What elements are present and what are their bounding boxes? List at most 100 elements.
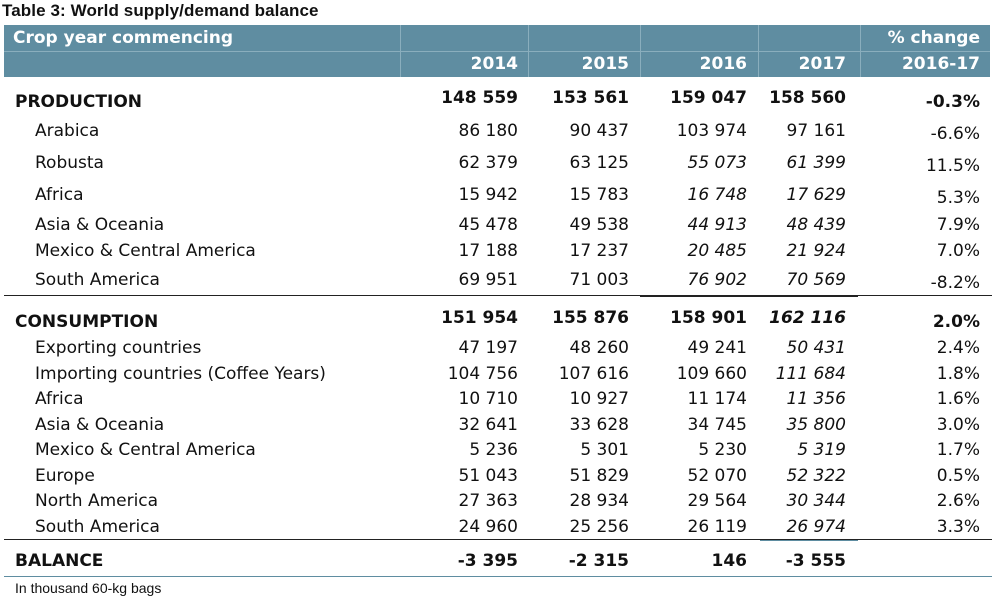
cell-pct: 1.7% <box>936 440 980 460</box>
cell-pct: 2.4% <box>936 338 980 358</box>
cell-2016: 76 902 <box>687 270 747 290</box>
section-label-production: PRODUCTION <box>15 92 142 112</box>
cell-2017: 11 356 <box>786 389 846 409</box>
cell-2016: 52 070 <box>687 466 747 486</box>
cell-2016: 34 745 <box>687 415 747 435</box>
row-label: North America <box>35 491 159 511</box>
cell-2015: 25 256 <box>569 517 629 537</box>
row-label: Arabica <box>35 121 100 141</box>
cell-2016: 55 073 <box>687 153 747 173</box>
cell-2016: 109 660 <box>676 364 747 384</box>
header-year-2017: 2017 <box>798 54 846 74</box>
cell-pct: 7.0% <box>936 241 980 261</box>
cell-2017: 48 439 <box>786 215 846 235</box>
cell-2014: 17 188 <box>458 241 518 261</box>
cell-pct: 1.6% <box>936 389 980 409</box>
consumption-pct: 2.0% <box>932 312 980 332</box>
cell-2014: 47 197 <box>458 338 518 358</box>
header-year-2015: 2015 <box>581 54 629 74</box>
cell-2014: 15 942 <box>458 185 518 205</box>
cell-pct: 2.6% <box>936 491 980 511</box>
row-label: South America <box>35 270 160 290</box>
cell-2017: 17 629 <box>786 185 846 205</box>
cell-pct: 5.3% <box>936 188 980 208</box>
cell-2017: 97 161 <box>786 121 846 141</box>
consumption-2015: 155 876 <box>552 308 629 328</box>
cell-2015: 48 260 <box>569 338 629 358</box>
header-pct-period: 2016-17 <box>901 54 980 74</box>
cell-2015: 49 538 <box>569 215 629 235</box>
row-label: Asia & Oceania <box>35 415 165 435</box>
cell-2016: 20 485 <box>687 241 747 261</box>
header-crop-year-label: Crop year commencing <box>13 28 234 48</box>
production-2016: 159 047 <box>670 88 747 108</box>
cell-2015: 107 616 <box>558 364 629 384</box>
row-label: Robusta <box>35 153 104 173</box>
table-bottom-rule <box>4 576 992 577</box>
section-divider <box>4 539 992 540</box>
cell-2014: 62 379 <box>458 153 518 173</box>
cell-2016: 44 913 <box>687 215 747 235</box>
cell-2014: 32 641 <box>458 415 518 435</box>
header-pct-change: % change <box>887 28 980 48</box>
cell-pct: 0.5% <box>936 466 980 486</box>
row-label: Europe <box>35 466 95 486</box>
row-label: Exporting countries <box>35 338 202 358</box>
row-label: Mexico & Central America <box>35 440 256 460</box>
consumption-2017: 162 116 <box>769 308 846 328</box>
cell-2014: 27 363 <box>458 491 518 511</box>
cell-2015: 71 003 <box>569 270 629 290</box>
cell-2015: 28 934 <box>569 491 629 511</box>
cell-pct: 3.3% <box>936 517 980 537</box>
cell-pct: -8.2% <box>930 273 980 293</box>
cell-2016: 49 241 <box>687 338 747 358</box>
cell-2015: 15 783 <box>569 185 629 205</box>
cell-2016: 103 974 <box>676 121 747 141</box>
sum-rule <box>760 540 858 541</box>
cell-2016: 26 119 <box>687 517 747 537</box>
cell-2017: 52 322 <box>786 466 846 486</box>
cell-2015: 63 125 <box>569 153 629 173</box>
table-title: Table 3: World supply/demand balance <box>2 1 319 20</box>
cell-2015: 33 628 <box>569 415 629 435</box>
cell-2017: 35 800 <box>786 415 846 435</box>
row-label: Africa <box>35 185 84 205</box>
production-2017: 158 560 <box>769 88 846 108</box>
cell-2015: 51 829 <box>569 466 629 486</box>
cell-2017: 70 569 <box>786 270 846 290</box>
cell-2014: 10 710 <box>458 389 518 409</box>
row-label: Mexico & Central America <box>35 241 256 261</box>
cell-2014: 51 043 <box>458 466 518 486</box>
header-year-2016: 2016 <box>699 54 747 74</box>
cell-2015: 5 301 <box>580 440 629 460</box>
section-label-consumption: CONSUMPTION <box>15 312 159 332</box>
consumption-2014: 151 954 <box>441 308 518 328</box>
cell-pct: 11.5% <box>925 156 980 176</box>
production-2015: 153 561 <box>552 88 629 108</box>
consumption-2016: 158 901 <box>670 308 747 328</box>
sum-rule <box>640 296 858 297</box>
row-label: Africa <box>35 389 84 409</box>
cell-pct: -6.6% <box>930 124 980 144</box>
production-2014: 148 559 <box>441 88 518 108</box>
cell-2014: 104 756 <box>447 364 518 384</box>
cell-2015: 90 437 <box>569 121 629 141</box>
header-divider <box>4 51 990 52</box>
section-divider <box>4 295 992 296</box>
row-label: Asia & Oceania <box>35 215 165 235</box>
cell-2017: 5 319 <box>797 440 846 460</box>
cell-2014: 24 960 <box>458 517 518 537</box>
cell-2014: 69 951 <box>458 270 518 290</box>
table-header: Crop year commencing 2014 2015 2016 2017… <box>4 25 990 77</box>
balance-2017: -3 555 <box>785 551 846 571</box>
balance-2015: -2 315 <box>568 551 629 571</box>
cell-2015: 17 237 <box>569 241 629 261</box>
cell-2017: 21 924 <box>786 241 846 261</box>
balance-2016: 146 <box>711 551 748 571</box>
cell-pct: 3.0% <box>936 415 980 435</box>
cell-2016: 29 564 <box>687 491 747 511</box>
cell-2014: 86 180 <box>458 121 518 141</box>
cell-2017: 61 399 <box>786 153 846 173</box>
cell-pct: 1.8% <box>936 364 980 384</box>
